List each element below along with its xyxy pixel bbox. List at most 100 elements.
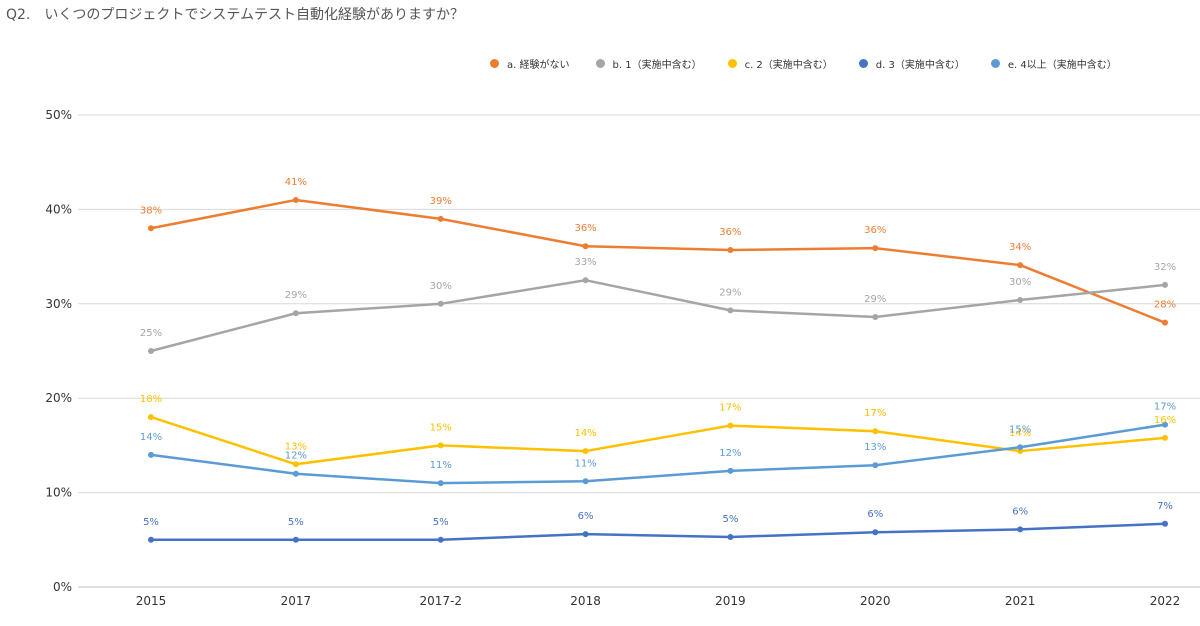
legend-marker-icon <box>727 59 737 68</box>
data-point <box>148 451 154 458</box>
legend-label: a. 経験がない <box>507 60 570 71</box>
data-point <box>148 225 154 232</box>
data-point <box>292 470 299 477</box>
data-label: 15% <box>430 422 452 433</box>
y-tick-label: 30% <box>45 297 72 311</box>
data-point <box>1162 281 1168 288</box>
chart-title: Q2. いくつのプロジェクトでシステムテスト自動化経験がありますか？ <box>6 4 464 24</box>
legend-label: b. 1（実施中含む） <box>612 60 702 71</box>
data-point <box>292 196 299 203</box>
series-lines <box>148 196 1168 543</box>
y-tick-label: 40% <box>45 202 72 216</box>
data-label: 5% <box>288 517 304 528</box>
y-tick-label: 0% <box>53 580 72 594</box>
data-point <box>582 531 589 538</box>
data-point <box>582 277 589 284</box>
series-line-a <box>149 198 1167 324</box>
data-point <box>727 246 734 253</box>
data-label: 36% <box>864 225 886 236</box>
data-label: 29% <box>719 287 741 298</box>
data-point <box>1162 319 1168 326</box>
data-point <box>292 310 299 317</box>
data-point <box>727 533 734 540</box>
series-line-e <box>149 423 1167 485</box>
data-point <box>727 307 734 314</box>
data-label: 5% <box>143 517 159 528</box>
legend-item-b: b. 1（実施中含む） <box>595 56 702 71</box>
legend-item-e: e. 4以上（実施中含む） <box>990 56 1117 71</box>
y-tick-label: 20% <box>45 391 72 405</box>
data-label: 36% <box>719 227 741 238</box>
legend-item-c: c. 2（実施中含む） <box>727 56 833 71</box>
data-label: 14% <box>140 432 162 443</box>
data-label: 39% <box>430 196 452 207</box>
data-point <box>1162 421 1168 428</box>
data-point <box>148 348 154 354</box>
data-label: 25% <box>140 328 162 339</box>
legend-marker-icon <box>990 59 1000 68</box>
data-label: 29% <box>285 290 307 301</box>
data-label: 7% <box>1157 501 1173 512</box>
data-label: 6% <box>867 509 883 520</box>
legend-marker-icon <box>490 59 499 68</box>
data-label: 6% <box>1012 506 1028 517</box>
data-point <box>582 448 589 455</box>
legend-marker-icon <box>595 59 605 68</box>
data-point <box>872 529 879 536</box>
data-label: 11% <box>430 460 452 471</box>
data-label: 28% <box>1154 300 1176 311</box>
question-text: いくつのプロジェクトでシステムテスト自動化経験がありますか？ <box>44 7 464 23</box>
data-label: 15% <box>1009 424 1031 435</box>
data-point <box>148 536 154 543</box>
data-label: 14% <box>1009 428 1031 439</box>
x-tick-label: 2019 <box>715 594 746 608</box>
data-point <box>437 215 444 222</box>
legend-label: c. 2（実施中含む） <box>744 60 833 71</box>
data-label: 5% <box>722 514 738 525</box>
data-point <box>582 243 589 250</box>
data-label: 6% <box>578 511 594 522</box>
x-tick-label: 2018 <box>570 594 601 608</box>
x-tick-label: 2021 <box>1005 594 1036 608</box>
data-label: 30% <box>430 281 452 292</box>
series-line-b <box>149 278 1167 353</box>
x-tick-label: 2020 <box>860 594 891 608</box>
data-label: 17% <box>864 408 886 419</box>
data-point <box>727 422 734 429</box>
data-point <box>727 467 734 474</box>
data-point <box>872 462 879 469</box>
data-label: 30% <box>1009 277 1031 288</box>
chart-legend: a. 経験がない b. 1（実施中含む） c. 2（実施中含む） d. 3（実施… <box>490 56 1143 71</box>
data-label: 13% <box>285 441 307 452</box>
data-point <box>1017 444 1024 451</box>
data-label: 16% <box>1154 415 1176 426</box>
data-label: 18% <box>140 394 162 405</box>
series-line-c <box>149 415 1167 466</box>
data-point <box>437 442 444 449</box>
data-point <box>1162 434 1168 441</box>
data-label: 38% <box>140 205 162 216</box>
data-label: 12% <box>719 448 741 459</box>
data-point <box>1017 526 1024 533</box>
legend-item-a: a. 経験がない <box>490 56 570 71</box>
data-point <box>1017 297 1024 304</box>
data-point <box>1017 262 1024 269</box>
legend-item-d: d. 3（実施中含む） <box>858 56 965 71</box>
x-tick-label: 2022 <box>1150 594 1181 608</box>
data-label: 36% <box>574 223 596 234</box>
axes: 0% 10% 20% 30% 40% 50% 2015 2017 2017-2 2018 2019 2… <box>45 108 1180 608</box>
data-label: 32% <box>1154 262 1176 273</box>
data-point <box>872 314 879 321</box>
data-point <box>437 300 444 307</box>
data-label: 33% <box>574 257 596 268</box>
legend-label: e. 4以上（実施中含む） <box>1007 60 1117 71</box>
data-labels: 38% 41% 39% 36% 36% 36% 34% 28% 25% 29% 30% 33% 29% 2… <box>140 177 1176 528</box>
data-label: 13% <box>864 442 886 453</box>
data-point <box>148 414 154 421</box>
data-point <box>582 478 589 485</box>
data-point <box>437 536 444 543</box>
y-tick-label: 10% <box>45 486 72 500</box>
data-point <box>1162 520 1168 527</box>
question-number: Q2. <box>6 7 31 23</box>
legend-label: d. 3（実施中含む） <box>875 60 965 71</box>
